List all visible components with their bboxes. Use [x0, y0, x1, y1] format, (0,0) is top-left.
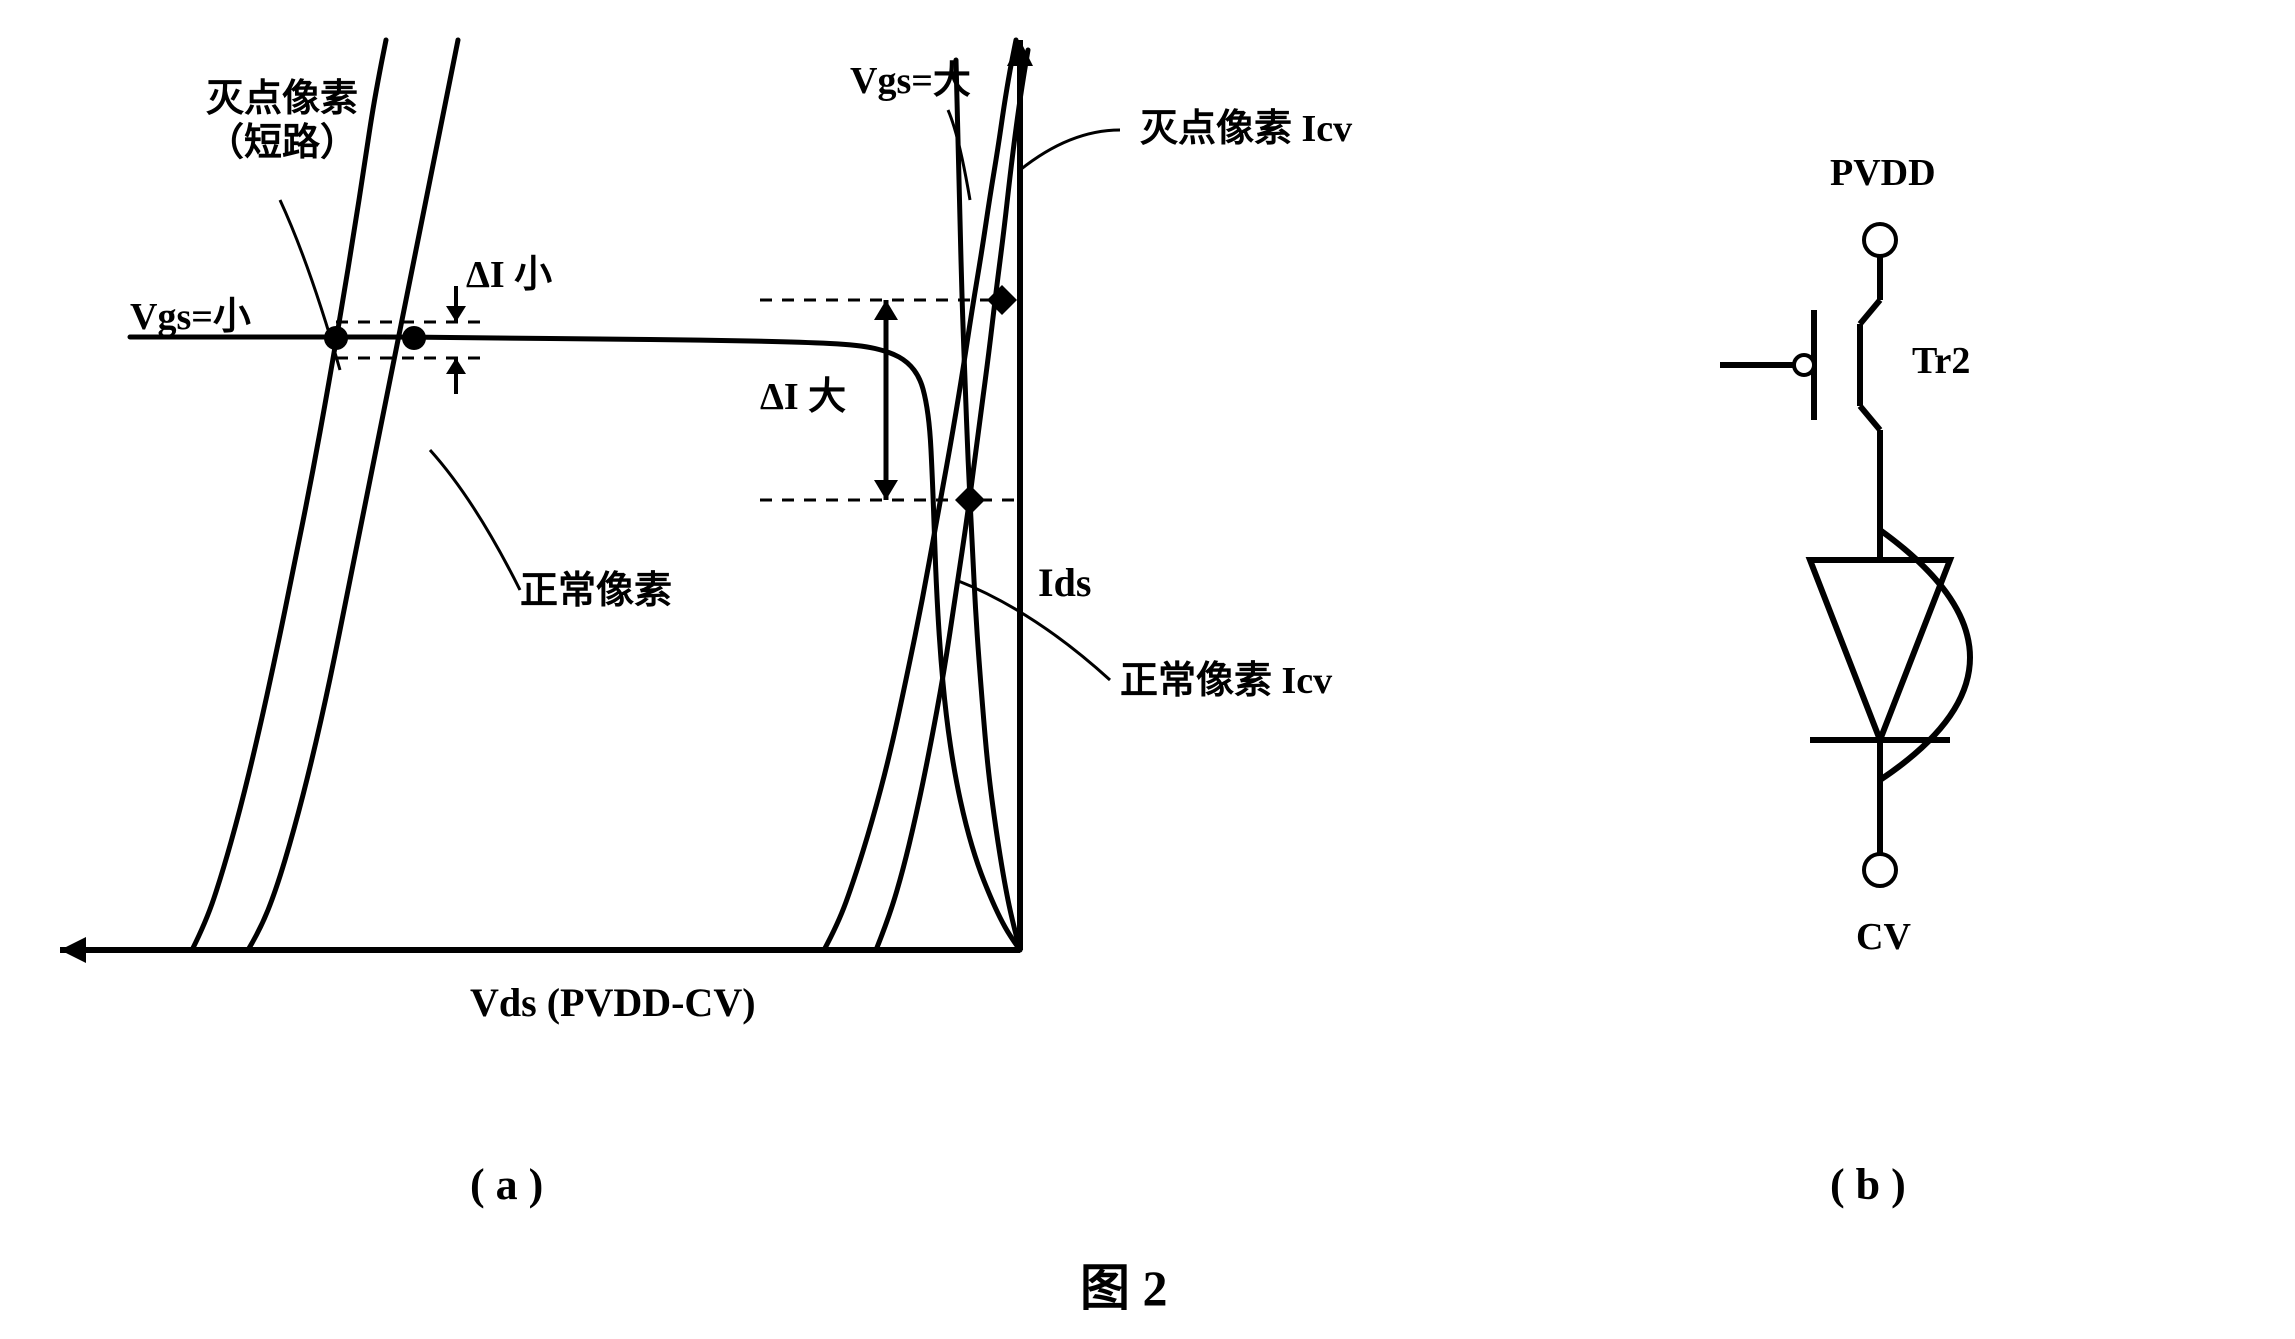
- label-normal-pixel-icv: 正常像素 Icv: [1120, 660, 1332, 704]
- label-cv: CV: [1856, 916, 1911, 960]
- label-vgs-small: Vgs=小: [130, 296, 251, 340]
- label-dead-pixel-icv: 灭点像素 Icv: [1140, 108, 1352, 152]
- label-sub-a: ( a ): [470, 1160, 543, 1211]
- label-dI-large: ΔI 大: [760, 376, 846, 420]
- label-pvdd: PVDD: [1830, 152, 1936, 196]
- label-x-axis: Vds (PVDD-CV): [470, 980, 756, 1026]
- label-vgs-large: Vgs=大: [850, 60, 971, 104]
- label-normal-pixel: 正常像素: [520, 570, 672, 614]
- label-figure-number: 图 2: [1080, 1260, 1168, 1318]
- label-dead-pixel-short: 灭点像素 （短路）: [206, 78, 358, 165]
- figure-stage: Vgs=小 灭点像素 （短路） ΔI 小 正常像素 Vgs=大 灭点像素 Icv…: [0, 0, 2295, 1339]
- label-sub-b: ( b ): [1830, 1160, 1906, 1211]
- label-tr2: Tr2: [1912, 340, 1970, 384]
- label-dI-small: ΔI 小: [466, 254, 552, 298]
- label-ids: Ids: [1038, 560, 1091, 606]
